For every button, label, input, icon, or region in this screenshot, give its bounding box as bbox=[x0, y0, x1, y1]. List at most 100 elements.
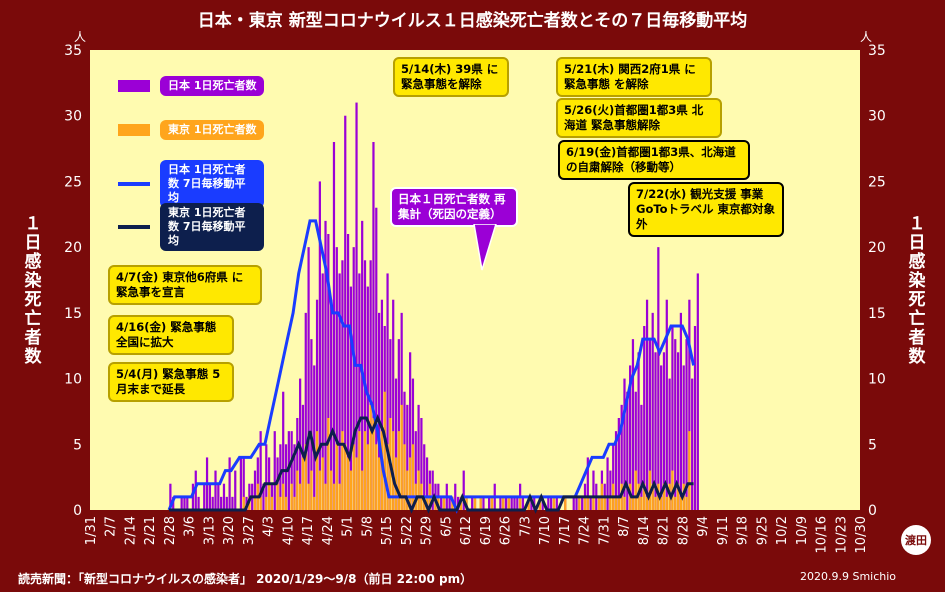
bar bbox=[262, 483, 265, 510]
bar bbox=[355, 102, 358, 511]
bar bbox=[186, 496, 189, 510]
bar bbox=[473, 496, 477, 510]
bar bbox=[442, 496, 446, 510]
bar bbox=[665, 299, 668, 510]
bar bbox=[510, 496, 513, 510]
bar bbox=[612, 444, 615, 510]
y-tick-label: 20 bbox=[868, 240, 886, 256]
bar bbox=[290, 483, 293, 510]
note-apr16: 4/16(金) 緊急事態 全国に拡大 bbox=[108, 315, 234, 355]
bar bbox=[214, 470, 217, 510]
tokyo-avg-line bbox=[169, 414, 694, 514]
bar bbox=[217, 483, 220, 510]
bar bbox=[586, 457, 589, 510]
bar bbox=[324, 483, 327, 510]
bar bbox=[660, 496, 663, 510]
bar bbox=[392, 299, 395, 510]
bar bbox=[211, 496, 214, 510]
x-tick-label: 5/15 bbox=[380, 516, 395, 545]
bar bbox=[282, 483, 285, 510]
bar bbox=[657, 247, 660, 510]
legend-japan-daily: 日本 1日死亡者数 bbox=[118, 76, 265, 96]
y-tick-label: 25 bbox=[868, 174, 886, 190]
bar bbox=[344, 115, 347, 510]
bar bbox=[341, 260, 344, 510]
bar bbox=[676, 352, 680, 510]
bar bbox=[293, 496, 296, 510]
bar bbox=[313, 496, 316, 510]
bar bbox=[609, 470, 612, 510]
source-credit: 読売新聞：「新型コロナウイルスの感染者」 2020/1/29～9/8（前日 22… bbox=[18, 572, 473, 586]
bar bbox=[448, 496, 451, 510]
bar bbox=[674, 339, 677, 510]
bar bbox=[386, 444, 389, 510]
x-tick-label: 9/25 bbox=[755, 516, 770, 545]
bar bbox=[617, 496, 620, 510]
bar bbox=[349, 470, 353, 510]
bar bbox=[575, 496, 578, 510]
bar bbox=[265, 444, 268, 510]
bar bbox=[253, 496, 257, 510]
y-tick-label: 30 bbox=[64, 109, 82, 125]
bar bbox=[310, 339, 313, 510]
bar bbox=[654, 496, 657, 510]
chart-title: 日本・東京 新型コロナウイルス１日感染死亡者数とその７日毎移動平均 bbox=[197, 11, 748, 31]
x-tick-label: 10/30 bbox=[854, 516, 869, 553]
bar bbox=[547, 496, 550, 510]
bar bbox=[620, 404, 623, 510]
bar bbox=[225, 496, 228, 510]
bar bbox=[634, 391, 637, 510]
x-tick-label: 6/19 bbox=[479, 516, 494, 545]
bar bbox=[346, 457, 350, 510]
x-tick-label: 10/2 bbox=[775, 516, 790, 545]
bar bbox=[341, 431, 344, 510]
bar bbox=[507, 496, 510, 510]
bar bbox=[307, 483, 310, 510]
bar bbox=[397, 431, 400, 510]
bar bbox=[377, 312, 381, 510]
y-tick-label: 5 bbox=[73, 437, 82, 453]
bar bbox=[423, 444, 426, 510]
bar bbox=[406, 404, 409, 510]
bar bbox=[417, 470, 420, 510]
x-tick-label: 4/17 bbox=[301, 516, 316, 545]
bar bbox=[564, 496, 567, 510]
japan-avg-line bbox=[167, 219, 696, 514]
bar bbox=[490, 496, 494, 510]
bar bbox=[296, 418, 299, 510]
bar bbox=[504, 496, 508, 510]
tokyo-bars bbox=[242, 391, 691, 510]
bar bbox=[400, 404, 403, 510]
note-recount: 日本１日死亡者数 再集計（死因の定義） bbox=[390, 187, 518, 227]
bar bbox=[631, 496, 635, 510]
bar bbox=[397, 339, 400, 510]
bar bbox=[631, 339, 635, 510]
bar bbox=[640, 404, 643, 510]
bar bbox=[691, 378, 694, 510]
note-may14: 5/14(木) 39県 に緊急事態を解除 bbox=[393, 57, 509, 97]
bar bbox=[338, 273, 341, 510]
legend-label: 東京 1日死亡者数 7日毎移動平均 bbox=[160, 203, 264, 251]
bar bbox=[425, 457, 429, 510]
y-unit-left: 人 bbox=[74, 30, 87, 44]
bar bbox=[417, 404, 420, 510]
bar bbox=[304, 312, 307, 510]
bar bbox=[637, 352, 640, 510]
bar bbox=[634, 470, 637, 510]
bar bbox=[640, 496, 643, 510]
note-recount-pointer bbox=[473, 224, 497, 271]
bar bbox=[352, 247, 355, 510]
bar bbox=[375, 207, 378, 510]
bar bbox=[327, 418, 330, 510]
bar bbox=[363, 431, 367, 510]
x-tick-label: 8/28 bbox=[676, 516, 691, 545]
bar bbox=[502, 496, 505, 510]
y-tick-label: 35 bbox=[868, 43, 886, 59]
y-tick-label: 0 bbox=[868, 503, 877, 519]
note-may26: 5/26(火)首都圏1都3県 北海道 緊急事態解除 bbox=[556, 98, 722, 138]
legend-label: 東京 1日死亡者数 bbox=[160, 120, 265, 140]
bar bbox=[645, 496, 649, 510]
bar bbox=[310, 470, 313, 510]
bar bbox=[471, 496, 474, 510]
legend-tokyo-avg: 東京 1日死亡者数 7日毎移動平均 bbox=[118, 203, 264, 251]
